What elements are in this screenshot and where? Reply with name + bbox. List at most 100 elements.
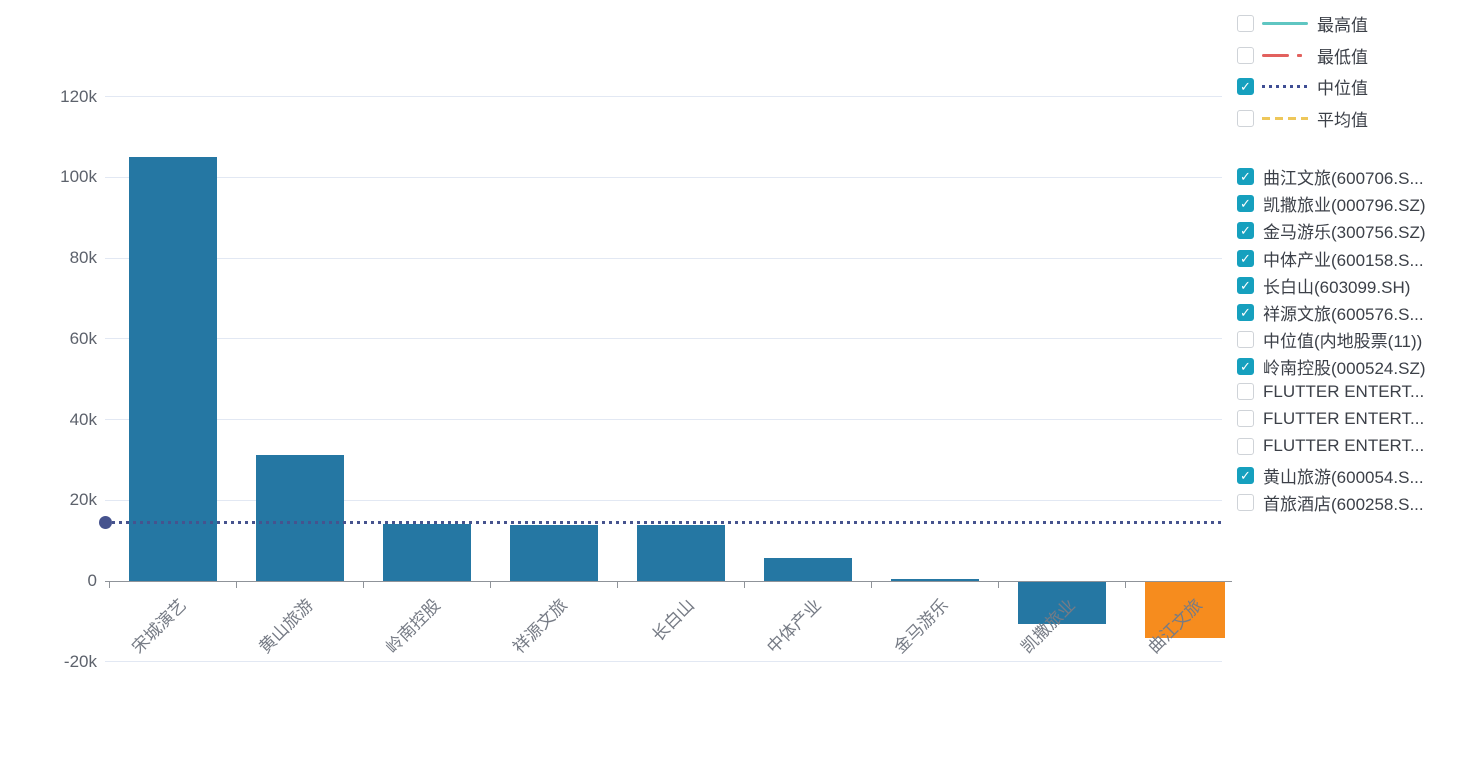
legend-series-item[interactable]: ✓ 岭南控股(000524.SZ): [1237, 354, 1426, 379]
series-checkbox[interactable]: ✓: [1237, 358, 1254, 376]
legend-stat-item[interactable]: 平均值: [1237, 106, 1368, 131]
legend-series-label: FLUTTER ENTERT...: [1263, 408, 1425, 428]
x-axis-tick: [236, 582, 237, 588]
series-checkbox[interactable]: ✓: [1237, 222, 1254, 240]
bar-祥源文旅[interactable]: [509, 525, 598, 581]
bar-凯撒旅业[interactable]: [1017, 582, 1106, 624]
checkmark-icon: ✓: [1240, 223, 1251, 239]
checkmark-icon: ✓: [1240, 196, 1251, 212]
series-checkbox[interactable]: ✓: [1237, 168, 1254, 185]
dash-dot-line-sample-icon: [1262, 53, 1308, 57]
y-axis-tick-label: 0: [87, 571, 97, 590]
series-checkbox[interactable]: ✓: [1237, 249, 1254, 267]
stat-checkbox[interactable]: [1237, 15, 1254, 32]
x-axis-tick: [109, 582, 110, 588]
bar-黄山旅游[interactable]: [255, 455, 344, 581]
y-axis-tick-label: 40k: [69, 409, 97, 429]
legend-series-item[interactable]: FLUTTER ENTERT...: [1237, 409, 1424, 429]
legend-series-item[interactable]: FLUTTER ENTERT...: [1237, 382, 1424, 402]
stat-checkbox[interactable]: ✓: [1237, 78, 1254, 95]
legend-series-item[interactable]: FLUTTER ENTERT...: [1237, 436, 1424, 456]
legend-series-label: 黄山旅游(600054.S...: [1263, 468, 1424, 488]
y-axis-tick-label: 100k: [60, 167, 97, 187]
checkmark-icon: ✓: [1240, 305, 1251, 320]
legend-series-item[interactable]: ✓ 祥源文旅(600576.S...: [1237, 300, 1424, 325]
x-axis-line: [105, 581, 1232, 582]
legend-series-label: 祥源文旅(600576.S...: [1263, 305, 1424, 324]
legend-series-item[interactable]: ✓ 长白山(603099.SH): [1237, 273, 1410, 298]
gridline-100k: [105, 176, 1222, 178]
legend-series-label: 岭南控股(000524.SZ): [1263, 359, 1426, 379]
legend-series-item[interactable]: 中位值(内地股票(11)): [1237, 327, 1422, 352]
series-checkbox[interactable]: [1237, 410, 1254, 428]
stat-checkbox[interactable]: [1237, 46, 1254, 64]
legend-series-item[interactable]: ✓ 金马游乐(300756.SZ): [1237, 218, 1426, 243]
checkmark-icon: ✓: [1240, 359, 1251, 375]
x-axis-tick: [744, 582, 745, 588]
gridline-20k: [105, 499, 1222, 501]
x-axis-tick: [871, 582, 872, 588]
x-axis-tick: [490, 582, 491, 588]
legend-series-label: 首旅酒店(600258.S...: [1263, 495, 1424, 515]
bar-曲江文旅[interactable]: [1144, 582, 1225, 639]
series-checkbox[interactable]: [1237, 437, 1254, 455]
legend-series-label: 中体产业(600158.S...: [1263, 250, 1424, 270]
legend-series-item[interactable]: ✓ 曲江文旅(600706.S...: [1237, 164, 1424, 189]
bars-layer: [128, 157, 1225, 639]
legend-stat-item[interactable]: 最高值: [1237, 11, 1368, 36]
bar-chart: 120k 100k 80k 60k 40k 20k 0 -20k 宋城演艺 黄山旅游 岭南控股 祥源…: [60, 86, 1232, 671]
x-axis-tick: [363, 582, 364, 588]
series-checkbox[interactable]: ✓: [1237, 276, 1254, 294]
legend-stat-label: 最低值: [1317, 47, 1368, 67]
bar-中体产业[interactable]: [763, 557, 852, 581]
series-checkbox[interactable]: [1237, 494, 1254, 512]
y-axis-tick-label: -20k: [63, 651, 97, 671]
legend-series-item[interactable]: ✓ 中体产业(600158.S...: [1237, 246, 1424, 271]
bar-金马游乐[interactable]: [890, 578, 979, 581]
checkmark-icon: ✓: [1240, 79, 1251, 94]
y-axis-tick-label: 80k: [69, 248, 97, 267]
legend-series-label: 曲江文旅(600706.S...: [1263, 169, 1424, 188]
legend-stat-item[interactable]: ✓ 中位值: [1237, 74, 1368, 99]
legend-series-label: 长白山(603099.SH): [1263, 277, 1411, 297]
stat-checkbox[interactable]: [1237, 109, 1254, 127]
checkmark-icon: ✓: [1240, 169, 1251, 184]
series-checkbox[interactable]: ✓: [1237, 467, 1254, 485]
x-axis-tick: [1125, 582, 1126, 588]
checkmark-icon: ✓: [1240, 277, 1251, 293]
y-axis-tick-label: 60k: [69, 328, 97, 348]
bar-长白山[interactable]: [636, 525, 725, 581]
legend-series-item[interactable]: 首旅酒店(600258.S...: [1237, 490, 1424, 515]
legend-series-item[interactable]: ✓ 黄山旅游(600054.S...: [1237, 463, 1424, 488]
series-checkbox[interactable]: [1237, 383, 1254, 401]
x-axis-tick: [998, 582, 999, 588]
checkmark-icon: ✓: [1240, 250, 1251, 266]
legend-stat-label: 平均值: [1317, 110, 1368, 130]
legend-stat-label: 中位值: [1317, 79, 1368, 98]
legend-series-label: 金马游乐(300756.SZ): [1263, 223, 1426, 243]
gridline-120k: [105, 96, 1222, 97]
gridline--20k: [105, 661, 1222, 663]
legend-stat-label: 最高值: [1317, 16, 1368, 35]
gridline-40k: [105, 419, 1222, 420]
series-checkbox[interactable]: ✓: [1237, 195, 1254, 213]
y-axis-tick-label: 20k: [69, 490, 97, 510]
legend-stat-item[interactable]: 最低值: [1237, 43, 1368, 68]
bar-宋城演艺[interactable]: [128, 157, 217, 581]
bar-岭南控股[interactable]: [382, 524, 471, 581]
legend-panel: 最高值最低值 ✓ 中位值平均值 ✓ 曲江文旅(600706.S... ✓ 凯撒旅业(000…: [1237, 0, 1477, 763]
series-checkbox[interactable]: ✓: [1237, 304, 1254, 321]
legend-series-label: FLUTTER ENTERT...: [1263, 381, 1425, 401]
legend-series-label: 中位值(内地股票(11)): [1263, 332, 1423, 352]
solid-line-sample-icon: [1262, 22, 1308, 25]
checkmark-icon: ✓: [1240, 468, 1251, 484]
legend-series-label: FLUTTER ENTERT...: [1263, 436, 1425, 455]
median-line-start-dot: [98, 516, 112, 530]
legend-series-item[interactable]: ✓ 凯撒旅业(000796.SZ): [1237, 191, 1426, 216]
series-checkbox[interactable]: [1237, 331, 1254, 349]
y-axis-tick-label: 120k: [60, 86, 97, 106]
gridline-80k: [105, 257, 1222, 259]
median-value-line[interactable]: [105, 521, 1222, 525]
gridline-60k: [105, 338, 1222, 340]
